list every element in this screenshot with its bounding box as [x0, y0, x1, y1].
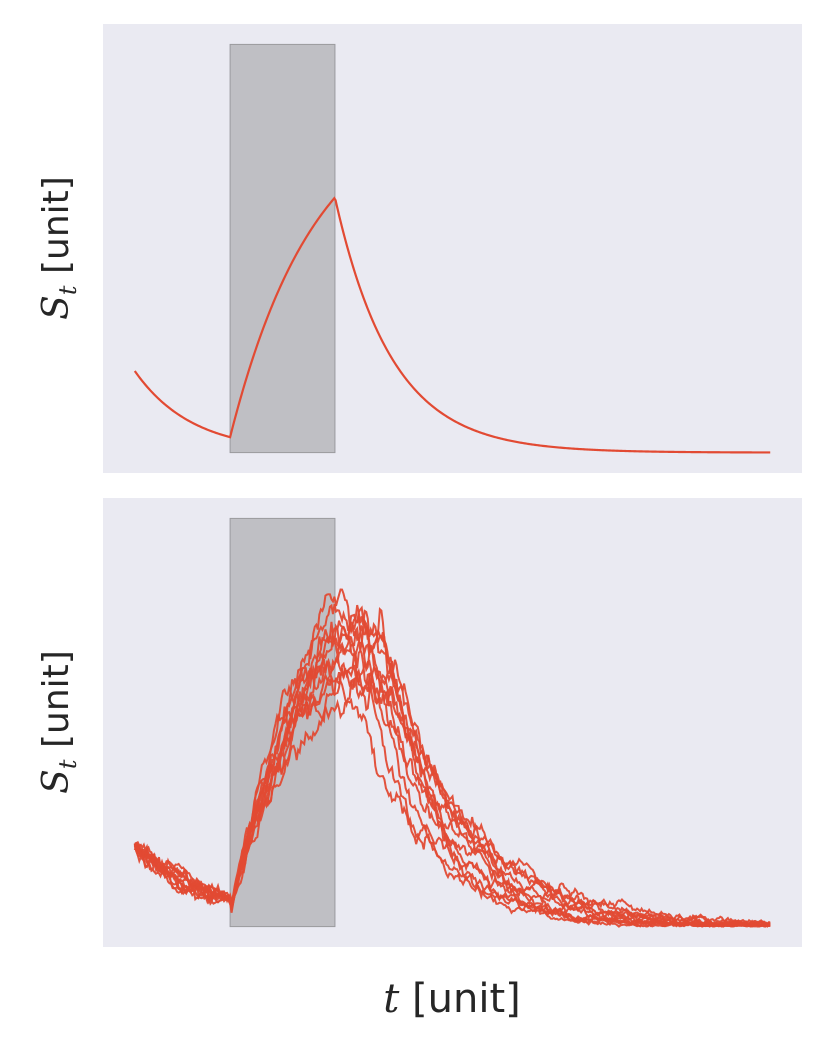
x-symbol: t — [383, 976, 400, 1022]
bottom-series-path-12 — [134, 621, 771, 928]
bottom-series-group — [133, 588, 771, 928]
x-unit: [unit] — [412, 976, 521, 1022]
top-y-axis-label: St [unit] — [36, 176, 82, 320]
top-series-line — [133, 196, 771, 454]
bottom-series-path-10 — [134, 588, 771, 928]
bottom-y-unit: [unit] — [36, 650, 77, 748]
x-axis-label: t [unit] — [383, 976, 521, 1022]
top-y-subscript: t — [54, 285, 82, 295]
top-panel: St [unit] — [36, 24, 802, 473]
top-shaded-interval — [229, 43, 336, 454]
top-y-unit-space — [36, 274, 77, 285]
x-unit-space — [399, 976, 412, 1022]
top-plot-background — [103, 24, 802, 473]
top-y-unit: [unit] — [36, 176, 77, 274]
bottom-y-symbol: S — [36, 769, 77, 794]
bottom-panel: St [unit] — [36, 498, 802, 947]
bottom-y-axis-label: St [unit] — [36, 650, 82, 794]
bottom-plot-background — [103, 498, 802, 947]
bottom-y-subscript: t — [54, 759, 82, 769]
top-y-symbol: S — [36, 295, 77, 320]
bottom-y-unit-space — [36, 748, 77, 759]
